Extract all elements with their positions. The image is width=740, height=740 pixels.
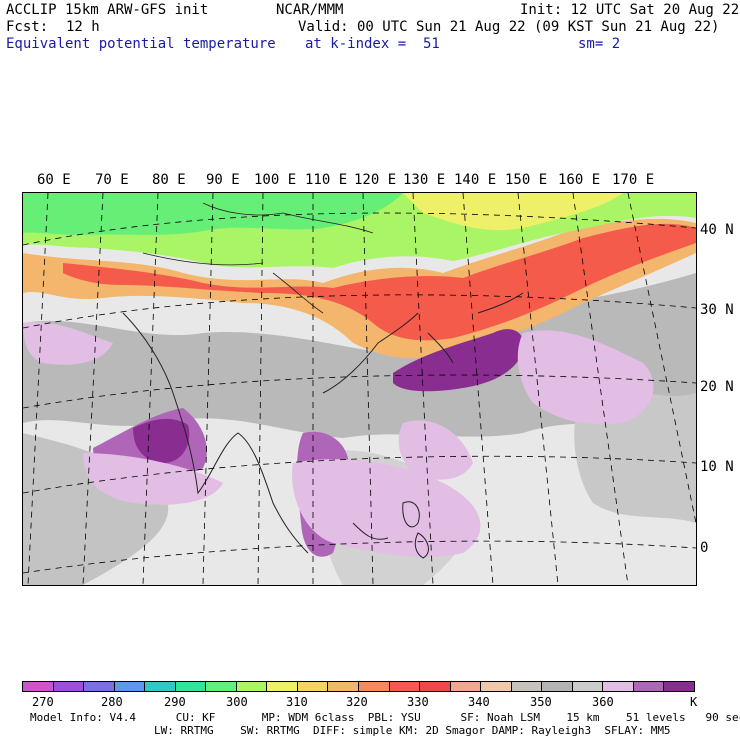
valid-time: Valid: 00 UTC Sun 21 Aug 22 (09 KST Sun … [298,19,720,35]
colorbar-swatch [389,682,421,691]
political-boundaries [142,202,374,314]
moist-region-philippines [292,459,481,558]
forecast-label: Fcst: [6,19,49,35]
colorbar-swatch [267,682,298,691]
colorbar-swatch [145,682,176,691]
grey-region-west [23,433,169,585]
colorbar-swatch [481,682,512,691]
variable-name: Equivalent potential temperature [6,36,276,52]
colorbar-tick: 360 [592,695,614,709]
colorbar-swatch [297,682,329,691]
colorbar-swatch [511,682,543,691]
colorbar [22,681,695,692]
forecast-hour: 12 h [66,19,100,35]
lat-label: 10 N [700,459,734,475]
colorbar-tick: 290 [164,695,186,709]
colorbar-tick: 280 [101,695,123,709]
colorbar-swatch [175,682,207,691]
smoothing-label: sm= 2 [578,36,621,52]
lon-label: 90 E [206,172,240,188]
theta-e-field [23,193,696,585]
cold-region-north [23,193,403,235]
yellow-region-north [403,193,623,231]
colorbar-unit: K [690,695,698,709]
colorbar-swatch [328,682,360,691]
colorbar-tick: 340 [468,695,490,709]
map-plot [22,192,697,586]
colorbar-swatch [664,682,695,691]
moist-region-india [83,453,223,505]
colorbar-tick: 270 [32,695,54,709]
colorbar-swatch [603,682,634,691]
colorbar-swatch [542,682,573,691]
colorbar-swatch [420,682,451,691]
lat-label: 0 [700,540,709,556]
lon-label: 140 E [454,172,497,188]
lon-label: 160 E [558,172,601,188]
moist-region-northwest [23,322,113,365]
colorbar-swatch [84,682,115,691]
lon-label: 120 E [354,172,397,188]
colorbar-swatch [114,682,146,691]
lon-label: 170 E [612,172,655,188]
colorbar-swatch [23,682,54,691]
colorbar-swatch [572,682,604,691]
lon-label: 100 E [254,172,297,188]
colorbar-tick: 300 [226,695,248,709]
colorbar-swatch [236,682,268,691]
lon-label: 130 E [403,172,446,188]
model-info-line1: Model Info: V4.4 CU: KF MP: WDM 6class P… [30,711,740,724]
colorbar-tick: 310 [286,695,308,709]
philippines-outline [402,501,429,559]
colorbar-tick: 320 [346,695,368,709]
init-time: Init: 12 UTC Sat 20 Aug 22 [520,2,740,18]
colorbar-swatch [450,682,482,691]
model-title: ACCLIP 15km ARW-GFS init [6,2,209,18]
colorbar-swatch [53,682,85,691]
graticule [23,193,696,585]
lon-label: 150 E [505,172,548,188]
level-index: at k-index = 51 [305,36,440,52]
lon-label: 70 E [95,172,129,188]
moist-region-central [398,420,473,480]
lon-label: 60 E [37,172,71,188]
model-info-line2: LW: RRTMG SW: RRTMG DIFF: simple KM: 2D … [154,724,671,737]
lat-label: 20 N [700,379,734,395]
lon-label: 110 E [305,172,348,188]
peak-theta-e-bay-of-bengal [133,418,190,463]
lon-label: 80 E [152,172,186,188]
colorbar-swatch [633,682,665,691]
colorbar-tick: 350 [530,695,552,709]
coastlines [122,292,524,554]
colorbar-swatch [359,682,390,691]
lat-label: 40 N [700,222,734,238]
colorbar-swatch [206,682,237,691]
high-theta-e-east-china-sea [393,329,524,392]
org-label: NCAR/MMM [276,2,344,18]
lat-label: 30 N [700,302,734,318]
colorbar-tick: 330 [407,695,429,709]
warm-band-core [63,223,696,341]
